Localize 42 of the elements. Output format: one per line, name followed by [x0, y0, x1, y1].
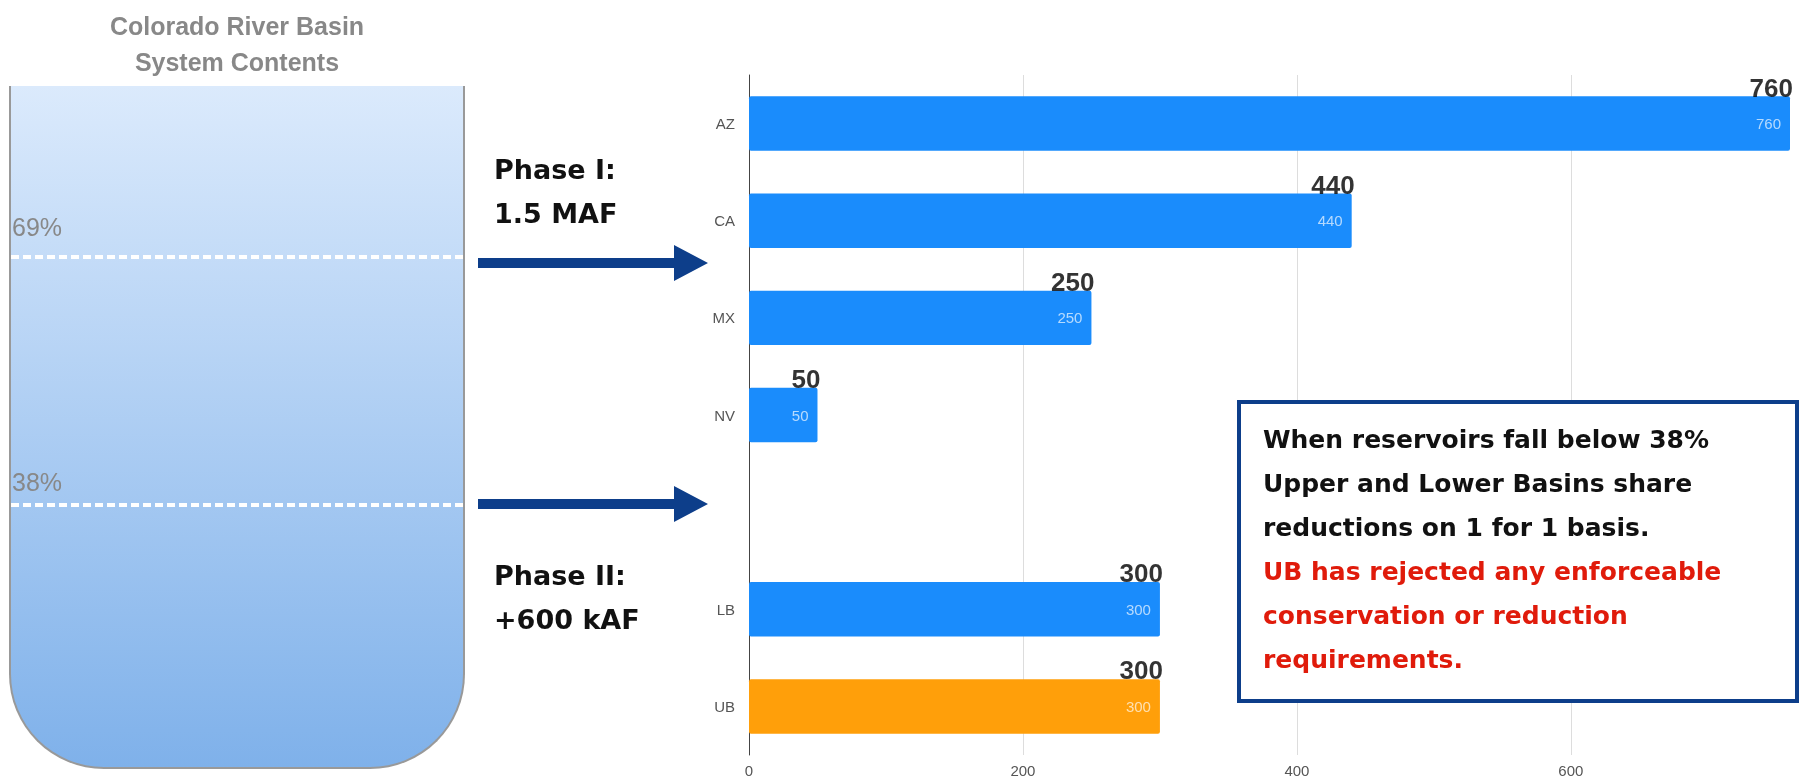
data-label: 760 [1755, 115, 1781, 133]
y-tick-label: MX [712, 309, 735, 327]
data-label: 300 [1125, 697, 1151, 715]
text: 69% [12, 213, 63, 242]
bar [749, 582, 1160, 637]
bar [749, 387, 818, 443]
x-tick-label: 400 [1284, 762, 1310, 779]
x-tick-label: 600 [1558, 762, 1584, 779]
y-tick-label: LB [716, 600, 735, 618]
y-tick-label: UB [714, 697, 735, 715]
annotation: 440 [1311, 169, 1355, 200]
annotation: 300 [1119, 558, 1163, 589]
bar [749, 290, 1092, 346]
annotation: 50 [791, 364, 821, 394]
annotation: 300 [1119, 655, 1163, 686]
bar [749, 96, 1790, 151]
annotation: reductions on 1 for 1 basis. [1263, 512, 1651, 544]
bar [749, 193, 1352, 248]
text: Phase I: [494, 153, 617, 187]
text: +600 kAF [494, 603, 640, 637]
x-tick-label: 200 [1010, 762, 1036, 779]
y-tick-label: CA [714, 212, 735, 230]
annotation: conservation or reduction [1263, 600, 1629, 632]
text: System Contents [133, 47, 341, 78]
x-tick-label: 0 [744, 762, 754, 779]
data-label: 300 [1125, 600, 1151, 618]
annotation: 250 [1051, 266, 1095, 297]
annotation: UB has rejected any enforceable [1263, 556, 1723, 588]
data-label: 250 [1057, 309, 1083, 327]
y-tick-label: NV [714, 406, 735, 424]
annotation: Upper and Lower Basins share [1263, 468, 1694, 500]
annotation: When reservoirs fall below 38% [1263, 424, 1711, 456]
text: Colorado River Basin [108, 11, 366, 42]
data-label: 50 [791, 406, 809, 424]
annotation: requirements. [1263, 644, 1464, 676]
text: 38% [12, 468, 63, 497]
annotation: 760 [1749, 72, 1793, 103]
text: 1.5 MAF [494, 197, 618, 231]
y-tick-label: AZ [715, 115, 735, 133]
text: Phase II: [494, 559, 627, 593]
data-label: 440 [1317, 212, 1343, 230]
bar [749, 679, 1160, 734]
